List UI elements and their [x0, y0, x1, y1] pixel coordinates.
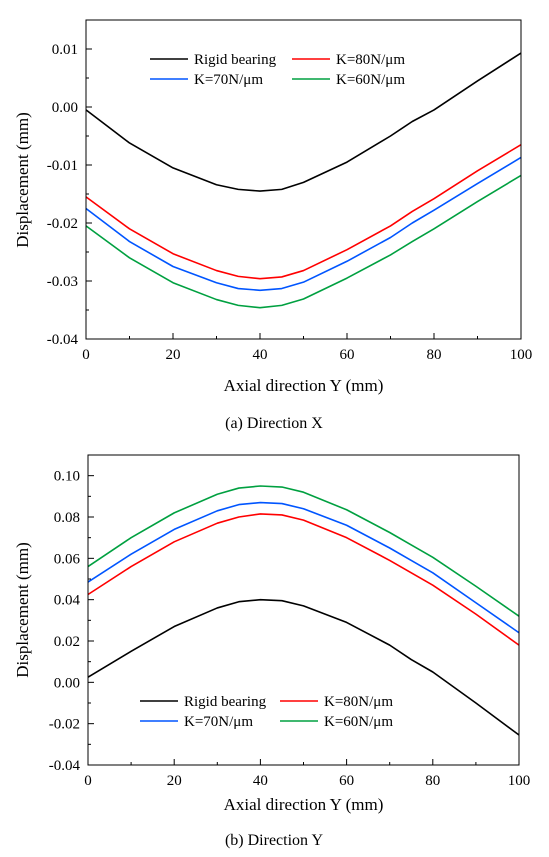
- y-tick-label: 0.02: [54, 634, 80, 650]
- x-axis-title: Axial direction Y (mm): [224, 795, 384, 814]
- figure-caption: (a) Direction X: [225, 415, 323, 432]
- x-tick-label: 60: [340, 347, 355, 363]
- y-tick-label: -0.02: [49, 717, 80, 733]
- plot-frame: [87, 454, 520, 766]
- y-tick-label: 0.10: [54, 469, 80, 485]
- x-tick-label: 0: [84, 773, 92, 789]
- figure-caption: (b) Direction Y: [225, 832, 323, 849]
- y-axis-title: Displacement (mm): [13, 542, 32, 678]
- x-tick-label: 80: [427, 347, 442, 363]
- chart-direction-x: 0 20 40 60 80 100 -0.04 -0.03 -0.02 -0.01 0.00 0.01…: [13, 19, 533, 432]
- legend: Rigid bearing K=80N/μm K=70N/μm K=60N/μm: [150, 52, 405, 88]
- y-tick-label: -0.04: [49, 758, 81, 774]
- legend-label: K=70N/μm: [194, 72, 263, 88]
- chart-direction-y: 0 20 40 60 80 100 -0.04 -0.02 0.00 0.02 0.04 0.06 0.…: [13, 454, 531, 849]
- y-tick-label: 0.00: [54, 675, 80, 691]
- legend-label: K=60N/μm: [324, 714, 393, 730]
- series-line: [87, 598, 520, 736]
- legend-label: K=60N/μm: [336, 72, 405, 88]
- x-tick-label: 80: [425, 773, 440, 789]
- x-axis-title: Axial direction Y (mm): [224, 376, 384, 395]
- series-line: [87, 485, 520, 617]
- x-tick-label: 60: [339, 773, 354, 789]
- x-tick-label: 0: [82, 347, 90, 363]
- y-tick-label: 0.04: [54, 593, 81, 609]
- y-tick-label: 0.00: [52, 100, 78, 116]
- series-line: [87, 501, 520, 634]
- series-line: [85, 174, 522, 309]
- y-tick-label: -0.02: [47, 216, 78, 232]
- x-tick-label: 40: [253, 347, 268, 363]
- series-line: [85, 156, 522, 292]
- legend: Rigid bearing K=80N/μm K=70N/μm K=60N/μm: [140, 694, 393, 730]
- legend-label: Rigid bearing: [184, 694, 267, 710]
- series-line: [85, 52, 522, 192]
- y-tick-label: -0.01: [47, 158, 78, 174]
- legend-label: Rigid bearing: [194, 52, 277, 68]
- y-tick-label: 0.08: [54, 510, 80, 526]
- x-tick-label: 40: [253, 773, 268, 789]
- y-tick-label: -0.04: [47, 332, 79, 348]
- y-tick-label: 0.06: [54, 551, 81, 567]
- x-tick-label: 100: [508, 773, 531, 789]
- x-tick-label: 20: [167, 773, 182, 789]
- legend-label: K=80N/μm: [336, 52, 405, 68]
- plot-frame: [85, 19, 522, 340]
- legend-label: K=80N/μm: [324, 694, 393, 710]
- y-axis-title: Displacement (mm): [13, 112, 32, 248]
- x-tick-label: 20: [166, 347, 181, 363]
- series-line: [85, 144, 522, 280]
- series-line: [87, 513, 520, 646]
- y-tick-label: -0.03: [47, 274, 78, 290]
- x-tick-label: 100: [510, 347, 533, 363]
- y-tick-label: 0.01: [52, 42, 78, 58]
- legend-label: K=70N/μm: [184, 714, 253, 730]
